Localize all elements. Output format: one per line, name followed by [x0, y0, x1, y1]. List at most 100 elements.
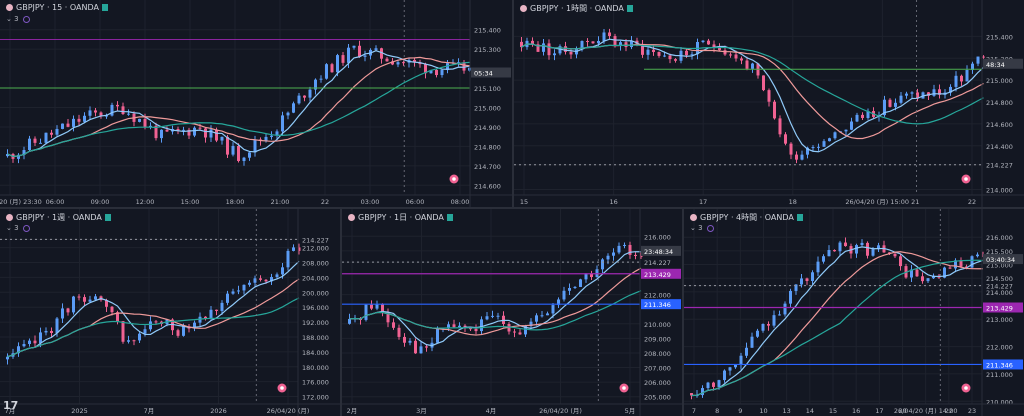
candle-body — [778, 118, 782, 135]
candle-body — [915, 269, 919, 277]
candle-body — [524, 326, 527, 335]
candle-body — [429, 69, 433, 74]
candle-body — [418, 62, 422, 65]
chart-header[interactable]: GBPJPY · 1時間 · OANDA — [520, 3, 633, 14]
time-axis[interactable]: 26/04/20 (月) 23:30 06:00 09:00 12:00 15:00 18… — [0, 194, 512, 206]
chart-header[interactable]: GBPJPY · 15 · OANDA — [6, 3, 108, 12]
candle-body — [597, 40, 600, 44]
candle-body — [623, 244, 626, 246]
candle-body — [435, 69, 438, 76]
divider-vertical-bottom-1[interactable] — [340, 209, 342, 416]
divider-vertical-bottom-2[interactable] — [682, 209, 684, 416]
divider-vertical-top[interactable] — [512, 0, 514, 207]
candle-body — [319, 78, 323, 80]
candle-body — [292, 247, 295, 251]
candles — [690, 237, 985, 400]
candle-body — [518, 332, 522, 335]
price-axis[interactable]: 215.400 215.300 215.100 215.000 214.900 214.8… — [469, 0, 511, 207]
candle-body — [77, 296, 81, 298]
candle-body — [419, 346, 423, 354]
candle-body — [668, 55, 672, 60]
candle-body — [617, 245, 621, 253]
price-tick-label: 176.000 — [302, 379, 329, 387]
candle-body — [850, 121, 853, 130]
candle-body — [707, 40, 710, 45]
chart-header[interactable]: GBPJPY · 1週 · OANDA — [6, 212, 111, 223]
price-axis[interactable]: 215.400215.200215.000214.800214.600214.4… — [981, 0, 1023, 207]
candle-body — [888, 99, 892, 107]
chart-pane-15m[interactable]: 215.400 215.300 215.100 215.000 214.900 214.8… — [0, 0, 512, 207]
candle-body — [590, 273, 593, 278]
indicator-row[interactable]: ⌄ 3 — [690, 224, 714, 232]
candle-body — [529, 321, 533, 327]
time-tick-label: 26/04/20 (月) — [267, 407, 310, 415]
time-tick-label: 17 — [699, 198, 707, 206]
candle-body — [33, 340, 37, 344]
candle-body — [601, 259, 604, 270]
chart-pane-1d[interactable]: 216.000215.000214.227213.429212.000211.3… — [342, 209, 682, 416]
candle-body — [176, 128, 180, 131]
candle-body — [270, 135, 273, 137]
candle-body — [860, 242, 864, 246]
time-axis[interactable]: 7月 2025 7月 2026 26/04/20 (月) — [0, 403, 340, 415]
indicator-icon — [22, 224, 30, 232]
candle-body — [531, 40, 534, 45]
moving-average-line — [349, 290, 642, 331]
candle-body — [44, 132, 48, 143]
candle-body — [778, 314, 781, 316]
candle-body — [469, 328, 472, 330]
time-tick-label: 22 — [968, 198, 976, 206]
candle-body — [220, 302, 224, 311]
candle-body — [943, 267, 946, 278]
price-tick-label: 213.000 — [986, 316, 1013, 324]
indicator-count: ⌄ 3 — [6, 15, 19, 23]
chart-header[interactable]: GBPJPY · 4時間 · OANDA — [690, 212, 803, 223]
chart-pane-4h[interactable]: 216.000 215.500 215.000 214.500 214.227 214.0… — [684, 209, 1024, 416]
price-axis[interactable]: 216.000 215.500 215.000 214.500214.227214.0… — [981, 209, 1023, 416]
candle-body — [728, 367, 732, 371]
candle-body — [866, 111, 870, 118]
indicator-row[interactable]: ⌄ 3 — [6, 15, 30, 23]
chart-svg[interactable]: 215.400 215.300 215.100 215.000 214.900 214.8… — [0, 0, 512, 207]
candle-body — [297, 247, 301, 251]
candle-body — [773, 101, 776, 119]
chart-title: GBPJPY · 1週 · OANDA — [16, 213, 102, 222]
candles — [520, 28, 985, 164]
time-tick-label: 7 — [692, 407, 696, 415]
candle-body — [584, 273, 588, 280]
price-tick-label: 215.400 — [986, 33, 1013, 41]
price-tick-label: 214.000 — [986, 289, 1013, 297]
chart-svg[interactable]: 216.000215.000214.227213.429212.000211.3… — [342, 209, 682, 416]
candle-body — [805, 278, 809, 281]
time-axis[interactable]: 2月 3月 4月 26/04/20 (月) 5月 — [342, 403, 682, 415]
chart-svg[interactable]: 216.000 215.500 215.000 214.500214.227214.0… — [684, 209, 1024, 416]
time-axis[interactable]: 15 16 17 18 26/04/20 (月) 15:00 21 22 — [514, 194, 1024, 206]
time-tick-label: 8 — [715, 407, 719, 415]
time-tick-label: 20 — [898, 407, 906, 415]
candle-body — [491, 315, 494, 317]
indicator-row[interactable]: ⌄ 3 — [6, 224, 30, 232]
time-tick-label: 26/04/20 (月) 23:30 — [0, 198, 42, 206]
divider-horizontal[interactable] — [0, 207, 1024, 209]
chart-pane-1h[interactable]: 215.400215.200215.000214.800214.600214.4… — [514, 0, 1024, 207]
chart-svg[interactable]: 215.400215.200215.000214.800214.600214.4… — [514, 0, 1024, 207]
chart-header[interactable]: GBPJPY · 1日 · OANDA — [348, 212, 453, 223]
candle-body — [822, 141, 826, 147]
price-axis[interactable]: 216.000215.000214.227213.429212.000211.3… — [639, 209, 681, 416]
indicator-icon — [22, 15, 30, 23]
candle-body — [871, 249, 875, 256]
candle-body — [33, 138, 37, 143]
moving-average-line — [7, 260, 300, 358]
candle-body — [303, 95, 306, 98]
moving-average-line — [349, 251, 642, 347]
candle-body — [569, 51, 573, 55]
chart-pane-1w[interactable]: 214.227 212.000 208.000 204.000 200.000 196.0… — [0, 209, 340, 416]
candle-body — [248, 282, 251, 285]
time-tick-label: 12:00 — [136, 198, 155, 206]
candle-body — [772, 315, 776, 326]
candle-body — [66, 308, 70, 313]
candle-body — [99, 112, 103, 117]
